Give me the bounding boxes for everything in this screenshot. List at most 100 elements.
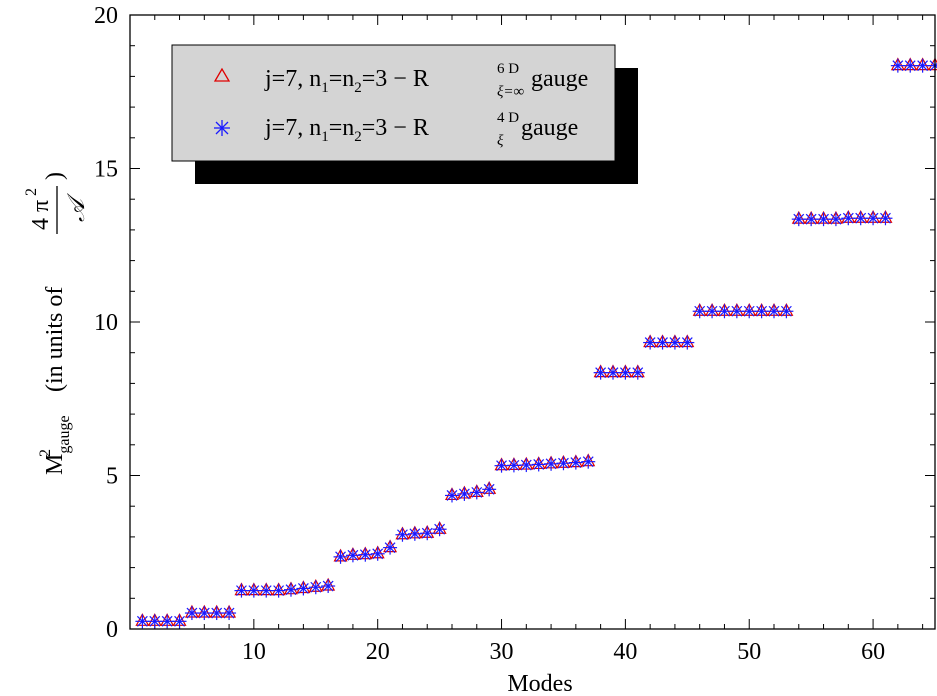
legend-4d-sub: ξ <box>497 133 504 149</box>
asterisk-point <box>878 211 893 226</box>
asterisk-point <box>234 583 249 598</box>
asterisk-point <box>296 581 311 596</box>
asterisk-point <box>655 335 670 350</box>
asterisk-point <box>160 614 175 629</box>
asterisk-point <box>779 304 794 319</box>
plot-frame <box>129 14 936 630</box>
asterisk-point <box>705 304 720 319</box>
asterisk-point <box>804 212 819 227</box>
asterisk-point <box>866 211 881 226</box>
asterisk-point <box>531 457 546 472</box>
asterisk-point <box>358 547 373 562</box>
asterisk-point <box>618 365 633 380</box>
y-tick-labels: 0 5 10 15 20 <box>94 3 118 643</box>
asterisk-point <box>321 579 336 594</box>
asterisk-point <box>370 546 385 561</box>
asterisk-point <box>445 488 459 503</box>
asterisk-point <box>667 335 682 350</box>
legend-6d-sub: ξ=∞ <box>497 84 525 100</box>
asterisk-point <box>519 458 534 473</box>
asterisk-point <box>184 606 199 621</box>
data-points <box>135 57 937 629</box>
asterisk-point <box>717 304 732 319</box>
triangle-marker-icon <box>213 67 231 82</box>
asterisk-marker-icon <box>214 120 230 136</box>
y-axis-frac-numerator-sup: 2 <box>23 188 40 196</box>
y-axis-symbol-sub: gauge <box>56 415 73 453</box>
x-tick-labels: 10 20 30 40 50 60 <box>242 639 885 665</box>
asterisk-point <box>568 455 583 470</box>
asterisk-point <box>457 486 472 501</box>
asterisk-point <box>692 304 707 319</box>
asterisk-point <box>828 212 843 227</box>
asterisk-point <box>432 522 447 537</box>
legend-box <box>171 44 616 162</box>
asterisk-point <box>606 365 620 380</box>
legend-4d-sup: 4 D <box>497 110 519 126</box>
asterisk-point <box>754 304 769 319</box>
legend-6d-suffix: gauge <box>531 66 588 92</box>
y-axis-title: Mgauge 2 (in units of 4 π 2 𝒜 ) <box>23 172 90 475</box>
asterisk-point <box>482 482 497 497</box>
legend-4d-suffix: gauge <box>521 115 578 141</box>
asterisk-point <box>729 304 744 319</box>
x-tick-label: 60 <box>861 639 885 665</box>
asterisk-point <box>556 456 571 471</box>
asterisk-point <box>284 582 298 597</box>
asterisk-point <box>259 583 274 598</box>
asterisk-point <box>544 456 559 471</box>
asterisk-point <box>791 212 806 227</box>
asterisk-point <box>172 614 187 629</box>
legend-6d-sup: 6 D <box>497 61 519 77</box>
y-tick-label: 5 <box>106 464 118 490</box>
x-tick-label: 30 <box>490 639 514 665</box>
asterisk-point <box>246 583 261 598</box>
x-tick-label: 20 <box>366 639 390 665</box>
svg-text:j=7, n1=n2=3 − R: j=7, n1=n2=3 − R <box>264 115 429 145</box>
asterisk-point <box>395 527 410 542</box>
x-axis-title: Modes <box>507 671 572 696</box>
asterisk-point <box>494 458 509 473</box>
asterisk-point <box>915 58 930 73</box>
asterisk-point <box>643 335 658 350</box>
y-axis-symbol: M <box>42 454 68 475</box>
asterisk-point <box>630 365 645 380</box>
asterisk-point <box>135 614 150 629</box>
asterisk-point <box>345 548 360 563</box>
asterisk-point <box>506 458 521 473</box>
asterisk-point <box>222 606 237 621</box>
asterisk-point <box>271 583 286 598</box>
legend-entry-4d: j=7, n1=n2=3 − R 4 D ξ gauge <box>214 110 578 149</box>
asterisk-point <box>209 606 224 621</box>
y-axis-frac-denominator: 𝒜 <box>64 192 90 222</box>
asterisk-point <box>593 365 608 380</box>
asterisk-point <box>308 580 323 595</box>
asterisk-point <box>407 526 422 541</box>
y-tick-label: 15 <box>94 157 118 183</box>
axis-ticks <box>129 14 935 630</box>
asterisk-point <box>890 58 905 73</box>
y-axis-symbol-sup: 2 <box>37 449 54 457</box>
y-axis-units-prefix: (in units of <box>42 287 68 392</box>
y-tick-label: 0 <box>106 617 118 643</box>
x-tick-label: 50 <box>737 639 761 665</box>
asterisk-point <box>333 549 348 564</box>
asterisk-point <box>420 526 435 541</box>
asterisk-point <box>742 304 757 319</box>
y-axis-frac-numerator: 4 π <box>28 200 54 230</box>
asterisk-point <box>581 454 596 469</box>
asterisk-point <box>767 304 781 319</box>
legend-entry-6d: j=7, n1=n2=3 − R 6 D ξ=∞ gauge <box>213 61 588 100</box>
asterisk-point <box>197 606 212 621</box>
legend: j=7, n1=n2=3 − R 6 D ξ=∞ gauge j=7, n1=n… <box>171 44 638 184</box>
asterisk-point <box>680 335 695 350</box>
x-tick-label: 10 <box>242 639 266 665</box>
asterisk-point <box>469 485 484 500</box>
asterisk-point <box>383 540 398 555</box>
svg-text:Mgauge: Mgauge <box>42 415 73 475</box>
asterisk-point <box>853 211 868 226</box>
svg-text:j=7, n1=n2=3 − R: j=7, n1=n2=3 − R <box>264 66 429 96</box>
y-tick-label: 20 <box>94 3 118 29</box>
y-axis-units-suffix: ) <box>42 172 68 180</box>
